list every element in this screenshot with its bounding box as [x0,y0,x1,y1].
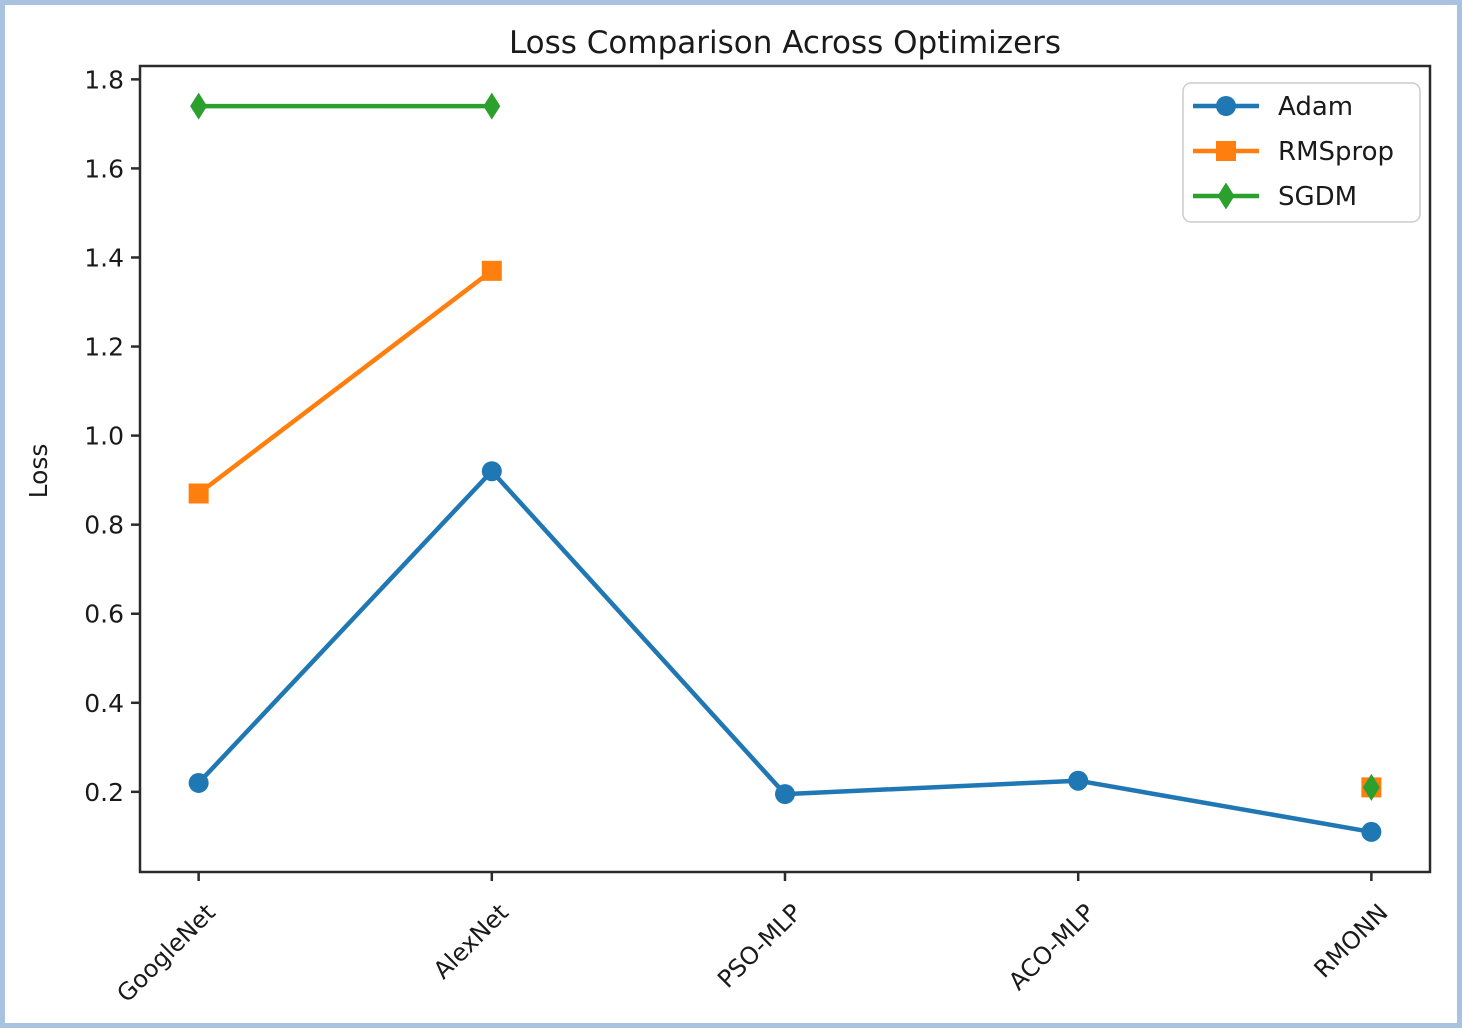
x-tick-label-aco-mlp: ACO-MLP [1003,898,1100,995]
marker-adam-aco-mlp [1068,770,1089,791]
marker-sgdm-googlenet [190,92,208,120]
x-tick-label-alexnet: AlexNet [428,898,514,984]
y-tick-label: 0.6 [84,600,124,629]
legend: Adam RMSprop SGDM [1182,82,1421,223]
y-tick-label: 0.8 [84,511,124,540]
plot-series [188,92,1382,842]
chart-canvas: Loss Comparison Across Optimizers Loss 0… [24,25,1432,1008]
x-tick-label-googlenet: GoogleNet [111,898,220,1007]
legend-marker-adam [1216,96,1236,116]
y-axis-label: Loss [24,444,53,499]
marker-rmsprop-alexnet [481,260,502,281]
legend-marker-rmsprop [1216,141,1236,161]
y-tick-label: 1.0 [84,422,124,451]
marker-rmsprop-googlenet [188,483,209,504]
marker-adam-googlenet [188,772,209,793]
y-tick-label: 0.4 [84,689,124,718]
x-tick-label-pso-mlp: PSO-MLP [712,898,807,993]
legend-box [1182,82,1421,223]
series-line-adam [489,468,788,797]
y-tick-label: 0.2 [84,778,124,807]
loss-comparison-chart: Loss Comparison Across Optimizers Loss 0… [5,5,1457,1023]
y-tick-label: 1.2 [84,333,124,362]
y-tick-label: 1.4 [84,243,124,272]
series-line-adam [196,468,495,786]
series-line-rmsprop [196,268,495,496]
series-line-adam [1075,778,1374,835]
y-axis-ticks: 0.2 0.4 0.6 0.8 1.0 1.2 1.4 1.6 1.8 [84,65,140,807]
legend-label-adam: Adam [1278,92,1353,122]
x-tick-label-rmonn: RMONN [1309,898,1394,983]
legend-label-rmsprop: RMSprop [1278,137,1394,167]
marker-adam-pso-mlp [775,784,795,805]
y-tick-label: 1.8 [84,65,124,94]
plot-border [138,64,1432,874]
marker-adam-rmonn [1361,821,1382,842]
marker-adam-alexnet [481,461,502,482]
x-axis-ticks: GoogleNet AlexNet PSO-MLP ACO-MLP RMONN [111,872,1394,1008]
legend-marker-sgdm [1217,182,1235,210]
marker-sgdm-rmonn [1362,773,1380,801]
marker-sgdm-alexnet [483,92,501,120]
legend-label-sgdm: SGDM [1278,182,1357,212]
series-line-adam [782,778,1081,797]
chart-title: Loss Comparison Across Optimizers [509,25,1061,61]
y-tick-label: 1.6 [84,154,124,183]
